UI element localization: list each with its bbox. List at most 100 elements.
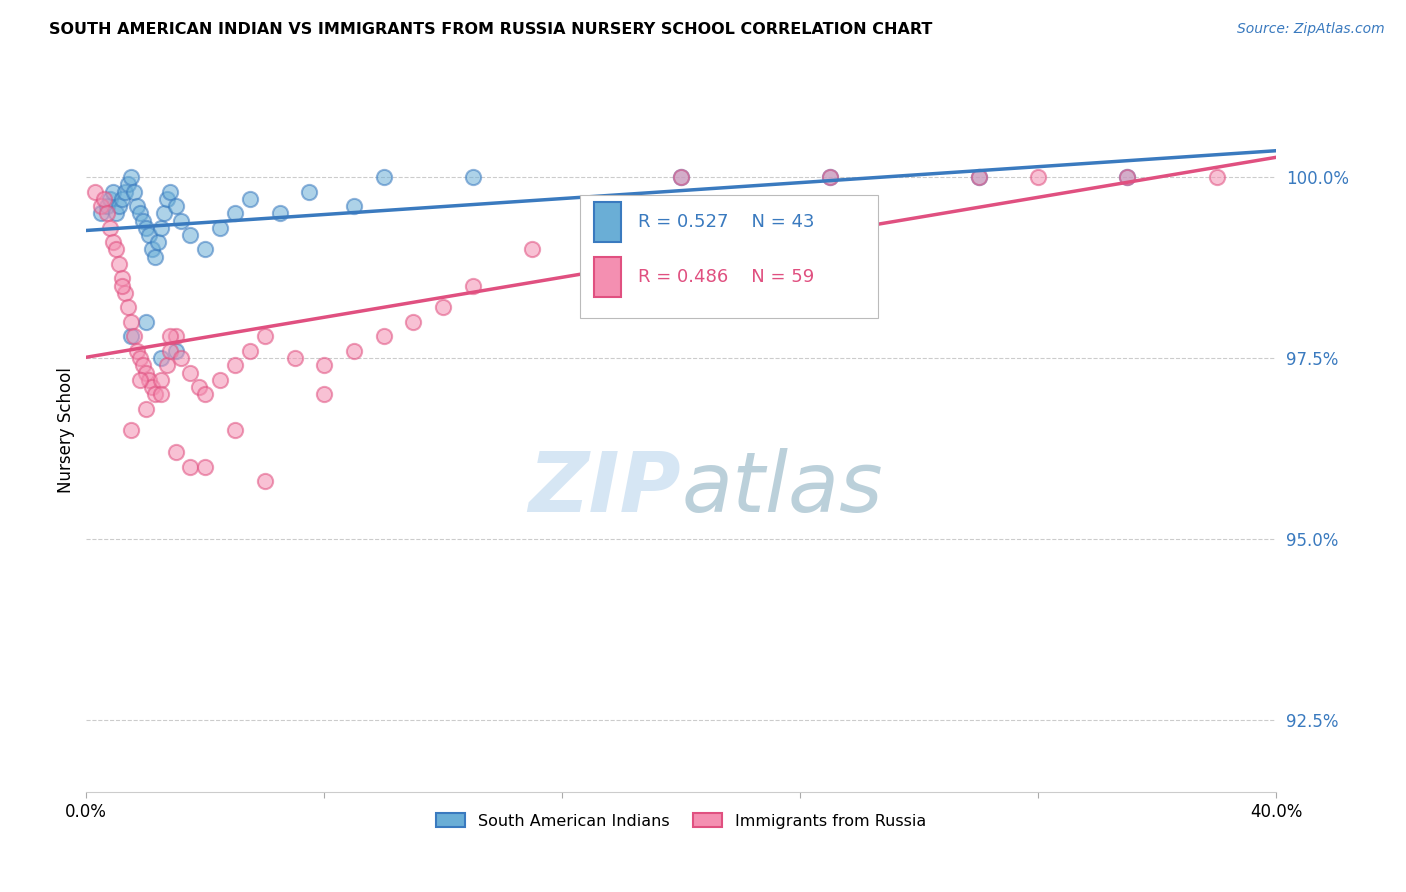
Point xyxy=(122,329,145,343)
Point xyxy=(159,185,181,199)
Point xyxy=(298,185,321,199)
Point xyxy=(111,192,134,206)
Point xyxy=(1026,170,1049,185)
Point xyxy=(1116,170,1139,185)
Point xyxy=(117,301,139,315)
Point xyxy=(314,358,336,372)
Point xyxy=(93,192,115,206)
Point xyxy=(98,192,121,206)
Text: ZIP: ZIP xyxy=(529,448,681,529)
Point xyxy=(239,192,262,206)
Point xyxy=(253,474,276,488)
Point xyxy=(818,170,841,185)
Text: R = 0.486    N = 59: R = 0.486 N = 59 xyxy=(638,268,814,285)
Point xyxy=(179,366,201,380)
Point xyxy=(209,373,232,387)
Point xyxy=(155,358,177,372)
Point xyxy=(170,351,193,365)
Point xyxy=(120,315,142,329)
Point xyxy=(194,459,217,474)
Point xyxy=(170,213,193,227)
Point xyxy=(165,329,187,343)
Point xyxy=(669,170,692,185)
Point xyxy=(135,401,157,416)
Point xyxy=(224,358,246,372)
Point xyxy=(138,227,160,242)
Point xyxy=(194,387,217,401)
Legend: South American Indians, Immigrants from Russia: South American Indians, Immigrants from … xyxy=(430,806,932,835)
Point xyxy=(194,243,217,257)
Point xyxy=(967,170,990,185)
Point xyxy=(522,243,544,257)
Point xyxy=(114,285,136,300)
Point xyxy=(117,178,139,192)
Point xyxy=(343,343,366,358)
Point xyxy=(149,387,172,401)
Point xyxy=(149,351,172,365)
Bar xyxy=(595,202,620,243)
Point xyxy=(402,315,425,329)
Point xyxy=(1205,170,1227,185)
Point xyxy=(269,206,291,220)
Point xyxy=(967,170,990,185)
Point xyxy=(135,315,157,329)
Point xyxy=(125,199,148,213)
Point xyxy=(461,170,484,185)
Point xyxy=(188,380,211,394)
Point xyxy=(105,206,128,220)
Point xyxy=(610,206,633,220)
Point xyxy=(165,445,187,459)
Point xyxy=(373,329,395,343)
Point xyxy=(314,387,336,401)
Point xyxy=(143,250,166,264)
Point xyxy=(120,170,142,185)
Point xyxy=(224,206,246,220)
Point xyxy=(125,343,148,358)
Point xyxy=(111,271,134,285)
Point xyxy=(141,243,163,257)
Point xyxy=(1116,170,1139,185)
Point xyxy=(239,343,262,358)
Point xyxy=(159,343,181,358)
Y-axis label: Nursery School: Nursery School xyxy=(58,368,75,493)
Point xyxy=(96,199,118,213)
Point xyxy=(128,373,150,387)
Point xyxy=(146,235,169,250)
Point xyxy=(373,170,395,185)
Point xyxy=(98,220,121,235)
Point xyxy=(135,366,157,380)
Point xyxy=(343,199,366,213)
Point xyxy=(179,227,201,242)
Point xyxy=(138,373,160,387)
Point xyxy=(143,387,166,401)
Text: R = 0.527    N = 43: R = 0.527 N = 43 xyxy=(638,213,815,231)
Point xyxy=(432,301,454,315)
Point xyxy=(96,206,118,220)
Point xyxy=(165,199,187,213)
Point xyxy=(122,185,145,199)
Point xyxy=(105,243,128,257)
Point xyxy=(114,185,136,199)
Point xyxy=(669,170,692,185)
Point xyxy=(101,185,124,199)
Point xyxy=(108,199,131,213)
Point xyxy=(141,380,163,394)
Point xyxy=(132,213,155,227)
Text: atlas: atlas xyxy=(681,448,883,529)
Text: Source: ZipAtlas.com: Source: ZipAtlas.com xyxy=(1237,22,1385,37)
Point xyxy=(132,358,155,372)
Point xyxy=(128,206,150,220)
Point xyxy=(165,343,187,358)
Point xyxy=(461,278,484,293)
Point xyxy=(90,206,112,220)
Point xyxy=(155,192,177,206)
Point xyxy=(135,220,157,235)
FancyBboxPatch shape xyxy=(581,195,877,318)
Point xyxy=(159,329,181,343)
Point xyxy=(120,424,142,438)
Point xyxy=(90,199,112,213)
Point xyxy=(111,278,134,293)
Point xyxy=(108,257,131,271)
Point xyxy=(179,459,201,474)
Point xyxy=(152,206,174,220)
